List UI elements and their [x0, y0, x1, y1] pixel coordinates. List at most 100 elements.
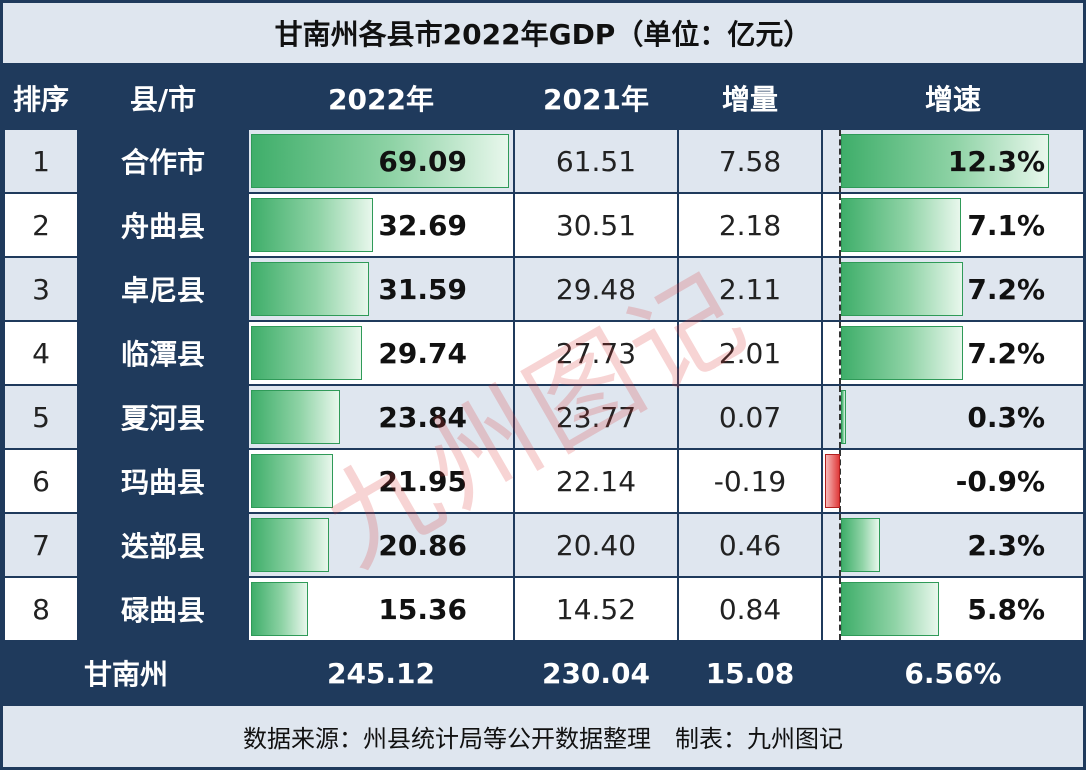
growth-cell: 7.1% [821, 192, 1085, 258]
growth-bar [841, 582, 939, 636]
page-title: 甘南州各县市2022年GDP（单位：亿元） [3, 3, 1083, 66]
gdp-2022-value: 15.36 [378, 592, 467, 626]
growth-value: 7.2% [967, 336, 1045, 370]
county-name-cell: 玛曲县 [77, 448, 249, 514]
growth-bar [825, 454, 840, 508]
growth-cell: 5.8% [821, 576, 1085, 642]
total-growth: 6.56% [821, 640, 1085, 706]
table-row: 2 舟曲县 32.69 30.51 2.18 7.1% [3, 192, 1085, 258]
header-increase: 增量 [677, 66, 823, 130]
gdp-2022-value: 29.74 [378, 336, 467, 370]
growth-zero-axis [839, 578, 841, 640]
growth-zero-axis [839, 386, 841, 448]
growth-value: 0.3% [967, 400, 1045, 434]
rank-cell: 5 [3, 384, 79, 450]
growth-value: 5.8% [967, 592, 1045, 626]
increase-cell: 2.01 [677, 320, 823, 386]
rank-cell: 8 [3, 576, 79, 642]
gdp-2022-value: 21.95 [378, 464, 467, 498]
gdp-2021-cell: 23.77 [513, 384, 679, 450]
growth-cell: -0.9% [821, 448, 1085, 514]
growth-value: 7.2% [967, 272, 1045, 306]
growth-value: 12.3% [947, 144, 1045, 178]
gdp-2022-cell: 31.59 [247, 256, 515, 322]
gdp-2021-cell: 61.51 [513, 128, 679, 194]
growth-cell: 12.3% [821, 128, 1085, 194]
growth-bar [841, 518, 880, 572]
gdp-2022-value: 69.09 [378, 144, 467, 178]
table-row: 1 合作市 69.09 61.51 7.58 12.3% [3, 128, 1085, 194]
rank-cell: 1 [3, 128, 79, 194]
table-row: 8 碌曲县 15.36 14.52 0.84 5.8% [3, 576, 1085, 642]
county-name-cell: 迭部县 [77, 512, 249, 578]
growth-cell: 0.3% [821, 384, 1085, 450]
gdp-2022-bar [251, 198, 373, 252]
increase-cell: -0.19 [677, 448, 823, 514]
gdp-2022-cell: 32.69 [247, 192, 515, 258]
gdp-2022-bar [251, 582, 308, 636]
total-gdp-2021: 230.04 [513, 640, 679, 706]
county-name-cell: 卓尼县 [77, 256, 249, 322]
rank-cell: 3 [3, 256, 79, 322]
county-name-cell: 夏河县 [77, 384, 249, 450]
table-row: 6 玛曲县 21.95 22.14 -0.19 -0.9% [3, 448, 1085, 514]
total-name: 甘南州 [3, 640, 249, 706]
header-rank: 排序 [3, 66, 79, 130]
growth-cell: 7.2% [821, 320, 1085, 386]
growth-bar [841, 134, 1049, 188]
increase-cell: 0.07 [677, 384, 823, 450]
gdp-2022-value: 20.86 [378, 528, 467, 562]
gdp-2022-bar [251, 326, 362, 380]
total-gdp-2022: 245.12 [247, 640, 515, 706]
table-row: 5 夏河县 23.84 23.77 0.07 0.3% [3, 384, 1085, 450]
gdp-2021-cell: 14.52 [513, 576, 679, 642]
gdp-2022-bar [251, 262, 369, 316]
gdp-2022-cell: 23.84 [247, 384, 515, 450]
growth-zero-axis [839, 514, 841, 576]
gdp-2022-value: 31.59 [378, 272, 467, 306]
header-gdp-2022: 2022年 [247, 66, 515, 130]
gdp-2021-cell: 22.14 [513, 448, 679, 514]
table-row: 3 卓尼县 31.59 29.48 2.11 7.2% [3, 256, 1085, 322]
growth-zero-axis [839, 258, 841, 320]
county-name-cell: 合作市 [77, 128, 249, 194]
gdp-2022-cell: 69.09 [247, 128, 515, 194]
header-gdp-2021: 2021年 [513, 66, 679, 130]
gdp-2022-cell: 15.36 [247, 576, 515, 642]
growth-zero-axis [839, 194, 841, 256]
growth-value: 7.1% [967, 208, 1045, 242]
total-increase: 15.08 [677, 640, 823, 706]
gdp-2021-cell: 20.40 [513, 512, 679, 578]
header-row: 排序 县/市 2022年 2021年 增量 增速 [3, 66, 1085, 130]
growth-bar [841, 390, 846, 444]
county-name-cell: 舟曲县 [77, 192, 249, 258]
gdp-2022-value: 32.69 [378, 208, 467, 242]
growth-bar [841, 262, 963, 316]
growth-zero-axis [839, 450, 841, 512]
table-row: 7 迭部县 20.86 20.40 0.46 2.3% [3, 512, 1085, 578]
gdp-2021-cell: 30.51 [513, 192, 679, 258]
growth-cell: 2.3% [821, 512, 1085, 578]
increase-cell: 0.46 [677, 512, 823, 578]
gdp-2022-value: 23.84 [378, 400, 467, 434]
gdp-2022-cell: 29.74 [247, 320, 515, 386]
increase-cell: 0.84 [677, 576, 823, 642]
total-row: 甘南州 245.12 230.04 15.08 6.56% [3, 640, 1085, 706]
source-note: 数据来源：州县统计局等公开数据整理 制表：九州图记 [3, 706, 1083, 767]
growth-bar [841, 198, 961, 252]
header-county: 县/市 [77, 66, 249, 130]
gdp-2022-bar [251, 454, 333, 508]
rank-cell: 6 [3, 448, 79, 514]
increase-cell: 2.18 [677, 192, 823, 258]
gdp-2021-cell: 27.73 [513, 320, 679, 386]
rank-cell: 2 [3, 192, 79, 258]
gdp-2022-bar [251, 518, 329, 572]
growth-zero-axis [839, 322, 841, 384]
rank-cell: 4 [3, 320, 79, 386]
county-name-cell: 临潭县 [77, 320, 249, 386]
table-row: 4 临潭县 29.74 27.73 2.01 7.2% [3, 320, 1085, 386]
gdp-2022-cell: 20.86 [247, 512, 515, 578]
rank-cell: 7 [3, 512, 79, 578]
gdp-table: 排序 县/市 2022年 2021年 增量 增速 1 合作市 69.09 61.51 7… [3, 66, 1085, 706]
header-growth: 增速 [821, 66, 1085, 130]
